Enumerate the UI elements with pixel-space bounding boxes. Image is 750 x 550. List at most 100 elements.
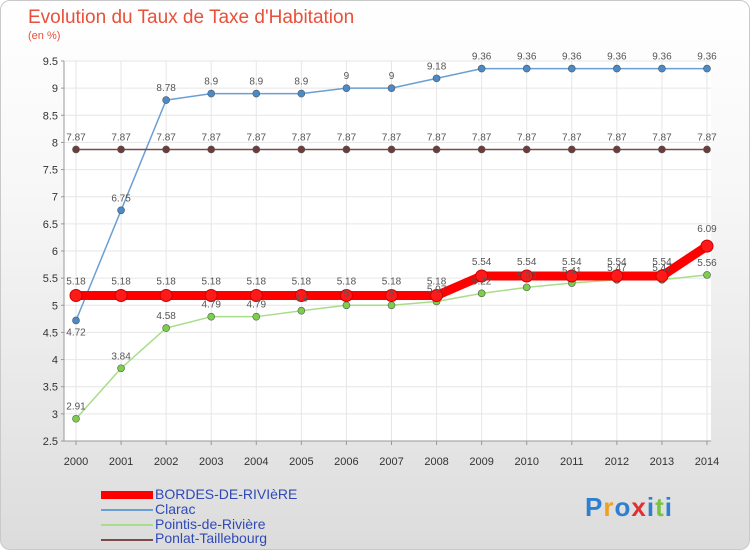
data-point-pointis-de-rivi-re: [387, 301, 396, 310]
data-label-bordes-de-rivi-re: 5.54: [652, 257, 672, 268]
x-tick-label: 2013: [650, 456, 674, 468]
data-label-ponlat-taillebourg: 7.87: [562, 132, 582, 143]
data-point-bordes-de-rivi-re: [700, 239, 714, 253]
data-point-ponlat-taillebourg: [522, 145, 531, 154]
y-tick-label: 2.5: [43, 436, 58, 448]
data-label-bordes-de-rivi-re: 5.18: [427, 277, 447, 288]
data-label-ponlat-taillebourg: 7.87: [607, 132, 627, 143]
data-point-clarac: [207, 89, 216, 98]
y-tick-label: 4.5: [43, 327, 58, 339]
data-point-bordes-de-rivi-re: [69, 289, 83, 303]
data-point-ponlat-taillebourg: [658, 145, 666, 154]
data-label-pointis-de-rivi-re: 4.79: [201, 300, 221, 311]
data-point-bordes-de-rivi-re: [385, 289, 398, 303]
data-point-bordes-de-rivi-re: [204, 289, 218, 303]
data-label-clarac: 8.9: [294, 77, 308, 88]
x-tick-label: 2002: [154, 456, 178, 468]
data-label-clarac: 8.9: [249, 77, 263, 88]
data-label-bordes-de-rivi-re: 5.54: [517, 257, 537, 268]
data-point-pointis-de-rivi-re: [252, 312, 261, 321]
data-label-bordes-de-rivi-re: 5.54: [607, 257, 627, 268]
data-label-bordes-de-rivi-re: 5.18: [111, 277, 131, 288]
data-label-clarac: 4.72: [66, 327, 86, 338]
x-tick-label: 2007: [379, 456, 403, 468]
y-tick-label: 8.5: [43, 110, 58, 122]
legend-label-clarac: Clarac: [155, 501, 196, 517]
data-point-ponlat-taillebourg: [252, 145, 261, 154]
data-label-pointis-de-rivi-re: 5.07: [427, 284, 447, 295]
data-label-clarac: 9.36: [652, 52, 672, 63]
data-point-clarac: [432, 74, 441, 83]
data-point-clarac: [703, 64, 711, 73]
data-label-bordes-de-rivi-re: 5.18: [247, 277, 267, 288]
data-point-ponlat-taillebourg: [613, 145, 621, 154]
x-tick-label: 2006: [334, 456, 358, 468]
y-tick-label: 5.5: [43, 273, 58, 285]
data-label-ponlat-taillebourg: 7.87: [697, 132, 717, 143]
data-label-ponlat-taillebourg: 7.87: [337, 132, 357, 143]
data-point-pointis-de-rivi-re: [297, 306, 306, 315]
data-point-clarac: [252, 89, 261, 98]
x-tick-label: 2000: [64, 456, 88, 468]
data-point-clarac: [613, 64, 621, 73]
y-tick-label: 9.5: [43, 56, 58, 68]
data-label-pointis-de-rivi-re: 3.84: [111, 351, 131, 362]
data-label-ponlat-taillebourg: 7.87: [517, 132, 537, 143]
data-label-pointis-de-rivi-re: 5.56: [697, 258, 717, 269]
data-label-ponlat-taillebourg: 7.87: [247, 132, 267, 143]
data-point-bordes-de-rivi-re: [475, 269, 489, 283]
data-label-ponlat-taillebourg: 7.87: [292, 132, 312, 143]
x-tick-label: 2010: [514, 456, 538, 468]
y-tick-label: 5: [52, 300, 58, 312]
proxiti-logo: Proxiti: [585, 492, 673, 522]
y-tick-label: 7.5: [43, 165, 58, 177]
data-point-ponlat-taillebourg: [297, 145, 306, 154]
data-label-pointis-de-rivi-re: 5: [344, 288, 350, 299]
data-label-bordes-de-rivi-re: 5.18: [66, 277, 86, 288]
data-label-clarac: 9: [389, 71, 395, 82]
chart-subtitle: (en %): [28, 30, 61, 42]
data-label-clarac: 9.36: [607, 52, 627, 63]
data-point-bordes-de-rivi-re: [430, 289, 444, 303]
data-label-ponlat-taillebourg: 7.87: [201, 132, 221, 143]
data-label-ponlat-taillebourg: 7.87: [652, 132, 672, 143]
data-point-ponlat-taillebourg: [567, 145, 576, 154]
data-label-pointis-de-rivi-re: 5: [389, 288, 395, 299]
data-label-ponlat-taillebourg: 7.87: [427, 132, 447, 143]
data-point-ponlat-taillebourg: [477, 145, 486, 154]
data-point-clarac: [297, 89, 306, 98]
x-tick-label: 2005: [289, 456, 313, 468]
data-point-bordes-de-rivi-re: [294, 289, 308, 303]
data-point-pointis-de-rivi-re: [207, 312, 216, 321]
data-point-clarac: [117, 206, 125, 215]
data-point-clarac: [387, 84, 396, 92]
data-point-bordes-de-rivi-re: [249, 289, 263, 303]
data-label-clarac: 9.36: [562, 52, 582, 63]
y-tick-label: 7: [52, 192, 58, 204]
data-label-pointis-de-rivi-re: 2.91: [66, 402, 86, 413]
data-point-bordes-de-rivi-re: [339, 289, 353, 303]
data-label-pointis-de-rivi-re: 5.41: [562, 266, 582, 277]
data-point-bordes-de-rivi-re: [114, 289, 128, 303]
data-point-bordes-de-rivi-re: [565, 269, 579, 283]
data-point-clarac: [477, 64, 486, 73]
data-label-pointis-de-rivi-re: 5.47: [607, 263, 627, 274]
data-label-bordes-de-rivi-re: 6.09: [697, 224, 717, 235]
data-point-pointis-de-rivi-re: [72, 414, 80, 423]
data-point-ponlat-taillebourg: [387, 145, 396, 154]
legend-label-ponlat: Ponlat-Taillebourg: [155, 530, 268, 546]
data-point-ponlat-taillebourg: [703, 145, 711, 154]
x-tick-label: 2011: [560, 456, 584, 468]
data-point-pointis-de-rivi-re: [162, 324, 170, 332]
y-tick-label: 6.5: [43, 219, 58, 231]
legend-swatch-bordes: [101, 491, 153, 499]
data-label-pointis-de-rivi-re: 4.79: [247, 300, 267, 311]
data-label-bordes-de-rivi-re: 5.54: [562, 257, 582, 268]
data-label-ponlat-taillebourg: 7.87: [156, 132, 176, 143]
data-point-clarac: [567, 64, 576, 73]
y-tick-label: 3: [52, 409, 58, 421]
x-tick-label: 2004: [244, 456, 268, 468]
data-point-clarac: [72, 316, 80, 325]
data-point-bordes-de-rivi-re: [610, 269, 624, 283]
